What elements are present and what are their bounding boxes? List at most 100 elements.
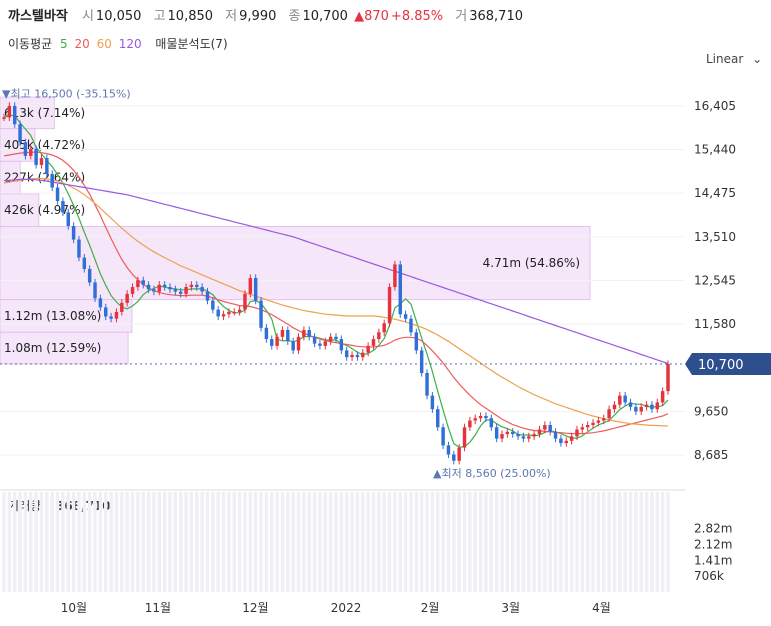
- candle-body: [344, 350, 349, 358]
- price-tick-label: 8,685: [694, 448, 728, 462]
- volume-bar-bg: [344, 492, 349, 592]
- volume-profile-label: 4.71m (54.86%): [483, 256, 580, 270]
- volume-profile-label: 1.08m (12.59%): [4, 341, 101, 355]
- candle-body: [628, 402, 633, 407]
- volume-bar-bg: [371, 492, 376, 592]
- candle-body: [211, 300, 215, 310]
- volume-bar-bg: [248, 492, 253, 592]
- volume-bar-bg: [457, 492, 461, 592]
- candle-body: [585, 425, 590, 428]
- volume-bar-bg: [120, 492, 124, 592]
- ma-60-label[interactable]: 60: [96, 37, 112, 51]
- volume-bar-bg: [264, 492, 269, 592]
- volume-bar-bg: [419, 492, 424, 592]
- volume-bar-bg: [318, 492, 322, 592]
- gridlines: [0, 105, 685, 456]
- candle-body: [489, 418, 494, 428]
- volume-bar-bg: [569, 492, 574, 592]
- volume-bar-bg: [596, 492, 601, 592]
- volume-profile-label: 227k (2.64%): [4, 171, 85, 185]
- candle-body: [441, 427, 445, 446]
- candle-body: [280, 330, 285, 337]
- candle-body: [553, 431, 558, 439]
- candle-body: [39, 158, 44, 165]
- volume-bar-bg: [104, 492, 108, 592]
- candle-body: [516, 434, 520, 437]
- candle-body: [591, 422, 595, 426]
- volume-bar-bg: [666, 492, 670, 592]
- volume-bar-bg: [45, 492, 49, 592]
- time-tick-label: 3월: [501, 601, 520, 615]
- candle-body: [339, 339, 344, 351]
- volume-bar-bg: [489, 492, 494, 592]
- ma-20-label[interactable]: 20: [74, 37, 90, 51]
- candle-body: [575, 429, 579, 437]
- volume-bar-bg: [221, 492, 226, 592]
- candle-body: [484, 415, 488, 419]
- candle-body: [173, 289, 178, 292]
- volume-bar-bg: [323, 492, 328, 592]
- volume-value: 368,710: [469, 9, 523, 24]
- candle-body: [120, 302, 124, 312]
- volume-bar-bg: [328, 492, 333, 592]
- candle-body: [644, 404, 649, 407]
- volume-bar-bg: [527, 492, 531, 592]
- volume-bar-bg: [82, 492, 87, 592]
- candle-body: [361, 352, 365, 358]
- ma-120-label[interactable]: 120: [118, 37, 142, 51]
- volume-bar-bg: [398, 492, 402, 592]
- volume-bar-bg: [393, 492, 397, 592]
- volume-bar-bg: [243, 492, 247, 592]
- volume-bar-bg: [612, 492, 617, 592]
- volume-bar-bg: [312, 492, 317, 592]
- volume-bar-bg: [510, 492, 515, 592]
- candle-body: [136, 280, 140, 288]
- candle-body: [478, 415, 483, 419]
- volume-bar-bg: [77, 492, 81, 592]
- volume-bar-bg: [334, 492, 338, 592]
- candle-body: [580, 427, 585, 430]
- time-tick-label: 2월: [421, 601, 440, 615]
- volume-bar-bg: [425, 492, 429, 592]
- volume-bar-bg: [157, 492, 162, 592]
- volume-bar-bg: [286, 492, 290, 592]
- candle-body: [87, 268, 92, 283]
- volume-bar-bg: [66, 492, 70, 592]
- candle-body: [650, 404, 654, 410]
- candle-body: [2, 117, 6, 119]
- volume-bar-bg: [468, 492, 472, 592]
- volume-profile-toggle[interactable]: 매물분석도(7): [155, 37, 228, 51]
- volume-bar-bg: [87, 492, 92, 592]
- candle-body: [286, 330, 290, 342]
- candle-body: [446, 445, 451, 455]
- close-value: 10,700: [302, 9, 348, 24]
- candle-body: [318, 343, 322, 346]
- candle-body: [548, 425, 552, 432]
- volume-bar-bg: [414, 492, 419, 592]
- volume-bar-bg: [553, 492, 558, 592]
- price-tick-label: 11,580: [694, 317, 736, 331]
- volume-bar-bg: [607, 492, 611, 592]
- price-tick-label: 16,405: [694, 99, 736, 113]
- candle-body: [607, 409, 611, 419]
- volume-tick-label: 2.12m: [694, 537, 732, 551]
- volume-bar-bg: [307, 492, 311, 592]
- candle-body: [61, 201, 65, 213]
- volume-bar-bg: [409, 492, 413, 592]
- volume-bar-bg: [350, 492, 354, 592]
- volume-bar-bg: [655, 492, 660, 592]
- candle-body: [216, 309, 220, 317]
- open-label: 시: [81, 9, 94, 24]
- volume-bar-bg: [628, 492, 633, 592]
- current-price-label: 10,700: [698, 358, 744, 373]
- scale-dropdown[interactable]: Linear ⌄: [706, 52, 762, 66]
- candle-body: [168, 287, 172, 290]
- volume-bar-bg: [189, 492, 194, 592]
- volume-profile-label: 426k (4.97%): [4, 203, 85, 217]
- volume-bar-bg: [50, 492, 54, 592]
- candle-body: [473, 418, 477, 421]
- candle-body: [510, 431, 515, 435]
- volume-bar-bg: [114, 492, 119, 592]
- ma-5-label[interactable]: 5: [60, 37, 68, 51]
